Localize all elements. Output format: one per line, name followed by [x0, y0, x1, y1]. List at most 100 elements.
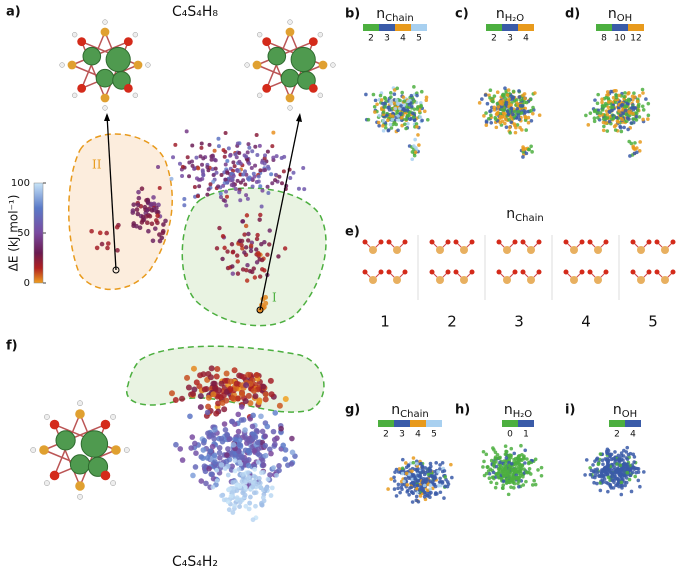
scatter-point	[605, 90, 610, 94]
scatter-point	[509, 106, 514, 111]
scatter-point	[383, 101, 387, 106]
scatter-point	[516, 454, 521, 459]
scatter-point	[383, 105, 387, 109]
scatter-point	[221, 406, 228, 413]
scatter-point	[243, 223, 249, 229]
scatter-point	[601, 462, 605, 467]
atom	[637, 276, 645, 284]
scatter-point	[144, 214, 149, 219]
atom	[661, 276, 669, 284]
panel-label: h)	[455, 403, 470, 418]
legend-tick-label: 10	[614, 34, 626, 44]
scatter-point	[212, 426, 218, 433]
scatter-point	[600, 97, 604, 102]
scatter-point	[184, 374, 191, 381]
scatter-point	[433, 492, 438, 496]
scatter-point	[180, 174, 185, 179]
scatter-point	[225, 159, 230, 164]
scatter-point	[531, 105, 535, 110]
scatter-point	[632, 465, 636, 470]
scatter-point	[631, 98, 635, 102]
scatter-point	[641, 108, 646, 112]
scatter-point	[230, 441, 237, 448]
atom-h	[102, 105, 108, 111]
scatter-point	[208, 365, 215, 372]
title-base: n	[496, 6, 505, 22]
scatter-point	[503, 444, 508, 449]
title-sub: Chain	[385, 13, 414, 24]
scatter-point	[410, 104, 414, 109]
scatter-point	[214, 246, 220, 251]
scatter-point	[260, 462, 267, 468]
scatter-point	[106, 241, 111, 246]
scatter-point	[619, 129, 624, 134]
scatter-point	[609, 452, 614, 457]
scatter-point	[131, 202, 137, 207]
scatter-point	[613, 450, 617, 454]
scatter-point	[584, 458, 589, 462]
scatter-point	[223, 397, 230, 404]
scatter-point	[523, 118, 528, 122]
scatter-point	[616, 120, 621, 124]
scatter-point	[595, 481, 599, 486]
scatter-point	[418, 494, 423, 498]
scatter-point	[609, 89, 613, 94]
scatter-point	[271, 155, 276, 160]
scatter-point	[485, 101, 490, 106]
scatter-point	[213, 410, 220, 417]
scatter-point	[232, 385, 239, 392]
scatter-point	[588, 472, 593, 477]
scatter-point	[610, 105, 615, 110]
scatter-point	[182, 203, 187, 208]
scatter-point	[510, 467, 515, 472]
chain-number: 2	[447, 313, 457, 331]
scatter-point	[282, 246, 288, 251]
scatter-point	[177, 161, 182, 166]
scatter-point	[518, 469, 523, 474]
legend-swatch	[394, 420, 410, 427]
atom-large	[80, 430, 109, 458]
scatter-point	[223, 458, 230, 465]
scatter-point	[486, 116, 491, 121]
scatter-point	[272, 441, 278, 448]
scatter-point	[396, 114, 400, 118]
scatter-point	[505, 93, 510, 97]
scatter-point	[260, 383, 267, 390]
scatter-point	[407, 102, 412, 107]
atom-h	[317, 92, 324, 99]
scatter-point	[154, 218, 159, 223]
scatter-point	[288, 461, 295, 467]
scatter-point	[270, 428, 277, 435]
scatter-point	[250, 177, 255, 182]
scatter-point	[192, 166, 197, 171]
scatter-point	[145, 220, 150, 226]
scatter-point	[216, 450, 223, 456]
scatter-point	[622, 469, 626, 474]
scatter-point	[616, 453, 621, 458]
scatter-point	[595, 111, 600, 115]
scatter-point	[179, 395, 186, 402]
scatter-point	[507, 117, 511, 122]
scatter-point	[215, 400, 222, 407]
scatter-point	[411, 456, 416, 460]
scatter-point	[626, 452, 631, 457]
scatter-point	[617, 93, 621, 98]
scatter-point	[430, 474, 435, 479]
scatter-point	[588, 111, 593, 115]
scatter-point	[243, 182, 248, 187]
scatter-point	[493, 450, 498, 455]
atom	[670, 269, 676, 275]
scatter-point	[163, 218, 168, 224]
scatter-point	[509, 94, 513, 98]
scatter-point	[214, 170, 219, 175]
scatter-point	[419, 485, 423, 489]
scatter-point	[413, 150, 418, 154]
scatter-point	[259, 457, 266, 464]
scatter-point	[417, 474, 422, 479]
scatter-point	[115, 248, 120, 253]
scatter-point	[247, 494, 253, 500]
scatter-point	[145, 208, 150, 213]
scatter-point	[235, 168, 240, 173]
scatter-point	[517, 117, 522, 122]
